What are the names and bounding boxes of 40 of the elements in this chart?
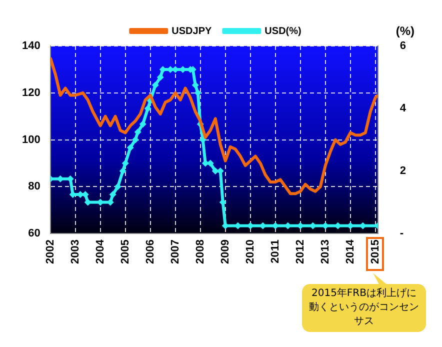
y2-axis-title: (%) — [396, 24, 415, 38]
legend-label: USD(%) — [264, 26, 302, 37]
x-tick-label: 2011 — [269, 240, 282, 264]
point — [152, 82, 159, 89]
point — [156, 74, 164, 81]
x-tick-label: 2006 — [144, 240, 156, 264]
point — [194, 89, 202, 96]
x-tick-label: 2002 — [44, 240, 56, 264]
x-tick-label: 2015 — [369, 240, 382, 264]
point — [192, 82, 199, 89]
point — [109, 190, 116, 198]
point — [134, 128, 142, 136]
point — [126, 144, 134, 152]
y2-tick-label: 6 — [400, 40, 406, 52]
x-tick-label: 2013 — [319, 240, 332, 264]
x-tick-label: 2008 — [194, 240, 206, 264]
y2-tick-label: 4 — [400, 102, 407, 115]
text: 2015年FRBは利上げに動くというのがコンセンサス — [302, 284, 426, 332]
y-tick-label: 100 — [22, 134, 40, 146]
x-tick-label: 2012 — [294, 240, 306, 264]
point — [119, 168, 126, 175]
y-tick-label: 80 — [28, 180, 40, 193]
legend-label: USDJPY — [172, 26, 212, 37]
point — [139, 120, 146, 128]
x-tick-label: 2010 — [244, 240, 256, 264]
point — [114, 183, 122, 190]
x-tick-label: 2004 — [94, 238, 106, 264]
x-tick-label: 2009 — [219, 240, 232, 264]
point — [122, 160, 129, 167]
point — [144, 105, 152, 112]
x-tick-label: 2014 — [344, 238, 356, 264]
x-tick-label: 2003 — [69, 240, 82, 264]
x-tick-label: 2005 — [119, 240, 132, 264]
point — [132, 136, 139, 144]
y-tick-label: 140 — [22, 40, 40, 52]
y2-tick-label: 2 — [400, 165, 406, 178]
y-tick-label: 120 — [22, 86, 40, 99]
y-tick-label: 60 — [28, 228, 40, 240]
y2-tick-label: - — [400, 228, 404, 240]
x-tick-label: 2007 — [169, 240, 182, 264]
